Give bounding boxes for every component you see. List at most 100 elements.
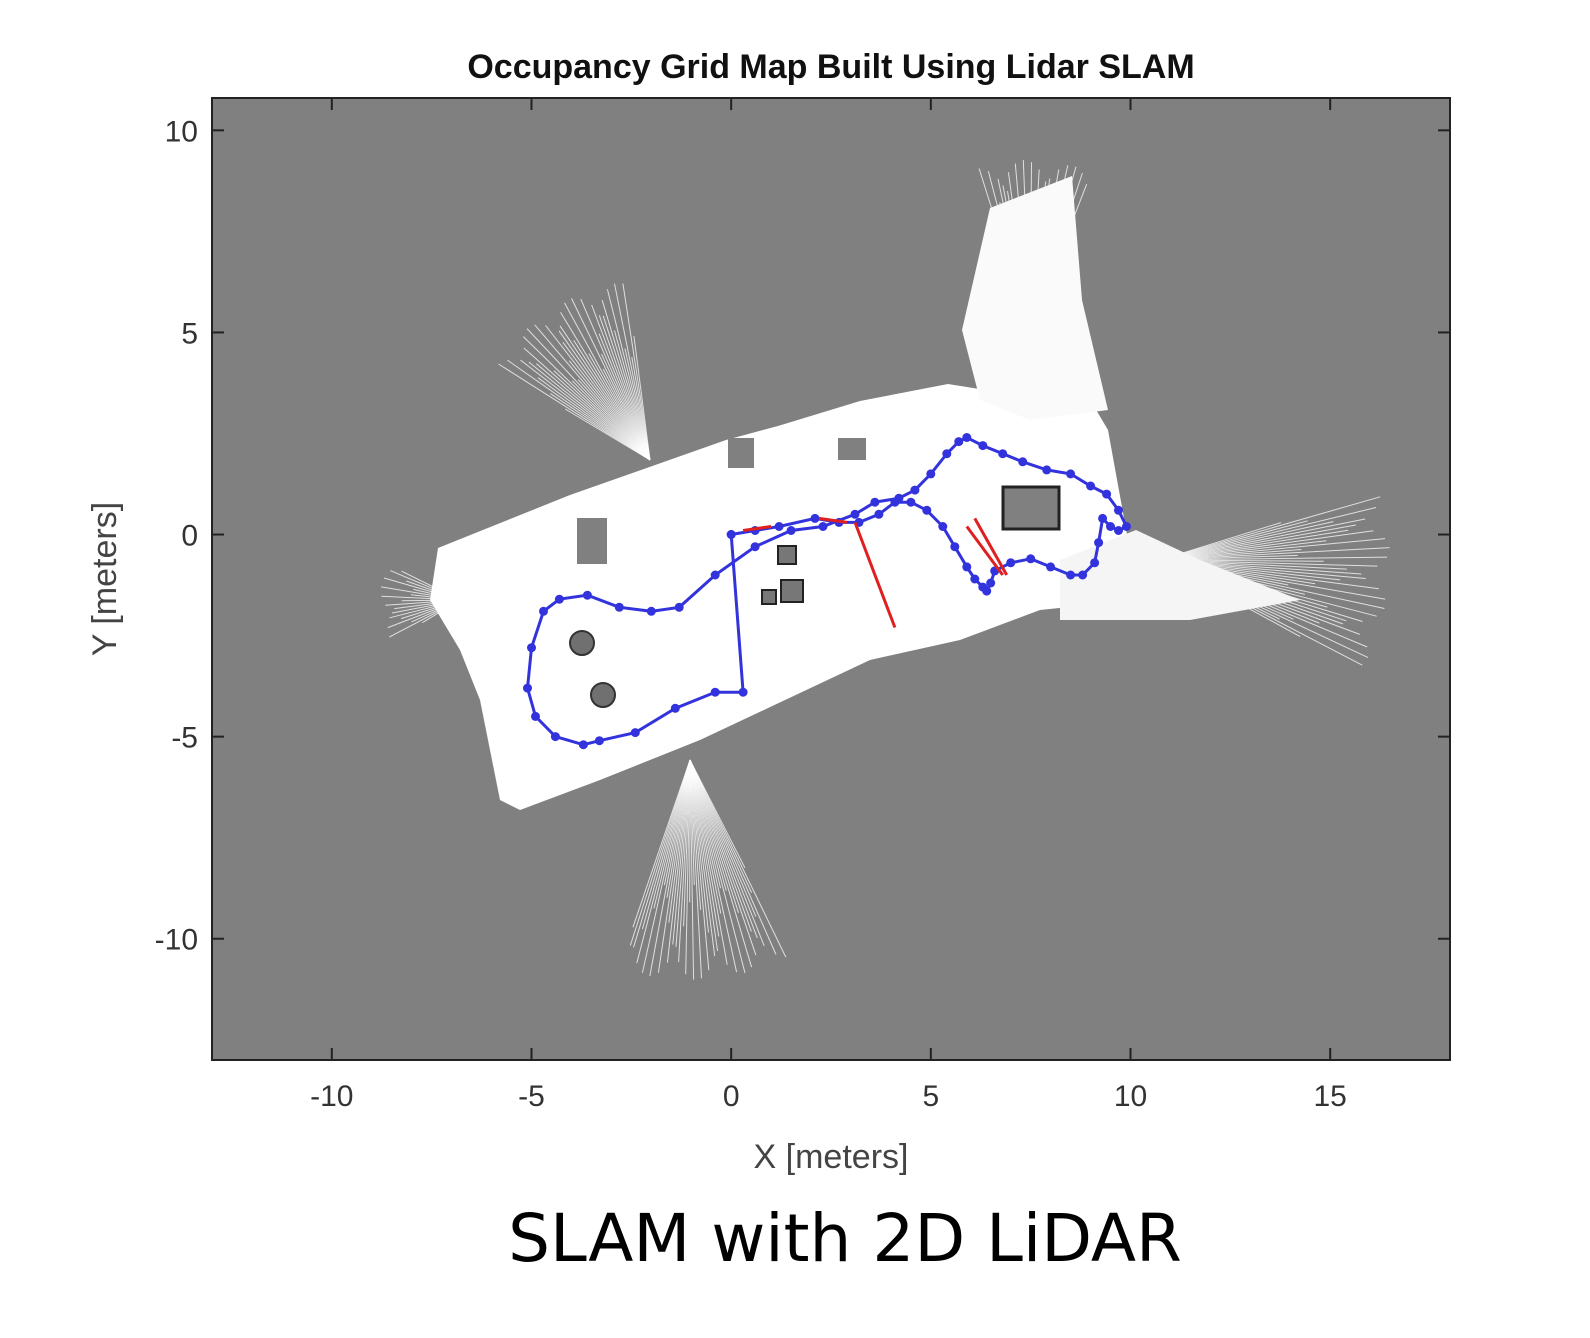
trajectory-pose-point xyxy=(1098,513,1108,523)
trajectory-pose-point xyxy=(906,497,916,507)
trajectory-pose-point xyxy=(531,711,540,721)
trajectory-pose-point xyxy=(670,703,680,713)
trajectory-pose-point xyxy=(1090,558,1100,568)
lidar-ray xyxy=(622,283,651,461)
trajectory-pose-point xyxy=(674,602,684,612)
trajectory-pose-point xyxy=(1114,526,1123,535)
lidar-ray xyxy=(1159,524,1356,561)
lidar-ray xyxy=(591,304,651,461)
lidar-ray xyxy=(601,300,651,461)
lidar-ray xyxy=(606,289,651,461)
y-axis-label: Y [meters] xyxy=(86,502,124,656)
trajectory-pose-point xyxy=(1066,469,1076,479)
lidar-ray xyxy=(689,759,702,979)
x-tick-label: 10 xyxy=(1114,1080,1147,1113)
lidar-ray xyxy=(675,759,691,947)
trajectory-pose-point xyxy=(1078,570,1088,580)
lidar-ray xyxy=(535,363,651,461)
trajectory-pose-point xyxy=(810,513,820,523)
lidar-ray xyxy=(689,759,753,968)
lidar-ray xyxy=(562,342,651,461)
lidar-ray xyxy=(534,324,651,461)
lidar-ray xyxy=(666,759,691,963)
trajectory-pose-point xyxy=(578,740,588,750)
trajectory-pose-point xyxy=(962,433,972,442)
lidar-ray xyxy=(614,330,651,461)
plot-frame xyxy=(211,97,1451,1061)
lidar-ray xyxy=(649,759,691,977)
trajectory-pose-point xyxy=(970,574,980,584)
y-tick-label: -10 xyxy=(155,924,198,957)
lidar-ray xyxy=(523,347,651,461)
notch-obstacle xyxy=(728,438,754,468)
lidar-ray xyxy=(598,333,651,461)
trajectory-pose-point xyxy=(1026,554,1036,564)
trajectory-pose-point xyxy=(582,590,592,600)
lidar-ray xyxy=(633,336,651,461)
lidar-ray xyxy=(689,759,787,958)
trajectory-pose-point xyxy=(614,602,624,612)
lidar-ray xyxy=(573,340,651,461)
occupancy-map xyxy=(381,160,1390,980)
lidar-ray xyxy=(1159,496,1381,561)
notch-obstacle xyxy=(577,518,607,564)
lidar-ray xyxy=(1159,538,1386,561)
trajectory-pose-point xyxy=(1114,505,1123,515)
lidar-ray xyxy=(614,283,651,461)
lidar-ray xyxy=(580,298,651,461)
x-tick-label: 15 xyxy=(1314,1080,1347,1113)
box-obstacle xyxy=(761,589,777,605)
pillar-obstacle xyxy=(569,630,595,656)
trajectory-pose-point xyxy=(818,522,828,531)
north-room-free-space xyxy=(962,176,1108,420)
x-axis-ticks: -10 -5 0 5 10 15 xyxy=(310,98,1347,1113)
y-tick-label: 10 xyxy=(165,115,198,148)
trajectory-pose-point xyxy=(938,522,948,531)
lidar-ray xyxy=(1159,507,1377,561)
pillar-obstacle xyxy=(590,682,616,708)
chart-title: Occupancy Grid Map Built Using Lidar SLA… xyxy=(467,48,1194,86)
lidar-ray xyxy=(689,759,752,932)
lidar-ray xyxy=(553,370,651,461)
notch-obstacle xyxy=(838,438,866,460)
trajectory-pose-point xyxy=(998,449,1008,459)
lidar-ray xyxy=(559,325,651,461)
trajectory-pose-point xyxy=(1102,489,1112,499)
trajectory-pose-point xyxy=(710,570,720,580)
lidar-ray xyxy=(685,759,691,975)
obstacles xyxy=(569,438,1061,724)
lidar-ray xyxy=(641,759,691,930)
lidar-ray xyxy=(598,315,651,461)
lidar-ray xyxy=(564,302,651,461)
trajectory-pose-point xyxy=(874,509,884,519)
trajectory-pose-point xyxy=(978,441,988,451)
trajectory-pose-point xyxy=(962,562,972,572)
trajectory-pose-point xyxy=(950,542,960,552)
trajectory-pose-point xyxy=(1122,522,1131,531)
lidar-ray xyxy=(689,759,709,933)
loop-closure-line xyxy=(965,525,1004,576)
trajectory-pose-point xyxy=(1086,481,1096,491)
lidar-ray xyxy=(689,759,716,957)
trajectory-pose-point xyxy=(594,736,604,746)
lidar-ray xyxy=(689,759,757,956)
trajectory-pose-point xyxy=(986,578,996,588)
lidar-ray xyxy=(1159,529,1349,561)
loop-closure-line xyxy=(973,517,1009,576)
lidar-ray xyxy=(1159,521,1334,561)
trajectory-pose-point xyxy=(774,522,784,531)
y-tick-label: 5 xyxy=(181,317,198,350)
lidar-ray xyxy=(507,359,651,461)
lidar-ray xyxy=(689,759,758,939)
lidar-ray xyxy=(498,363,651,461)
trajectory-pose-point xyxy=(738,687,748,697)
box-obstacle xyxy=(777,545,797,565)
lidar-ray xyxy=(689,759,738,973)
lidar-ray xyxy=(689,759,710,971)
x-tick-label: -5 xyxy=(518,1080,545,1113)
x-tick-label: -10 xyxy=(310,1080,353,1113)
trajectory-pose-point xyxy=(1006,558,1016,568)
y-axis-ticks: 10 5 0 -5 -10 xyxy=(155,115,1450,957)
figure-caption: SLAM with 2D LiDAR xyxy=(508,1200,1182,1277)
